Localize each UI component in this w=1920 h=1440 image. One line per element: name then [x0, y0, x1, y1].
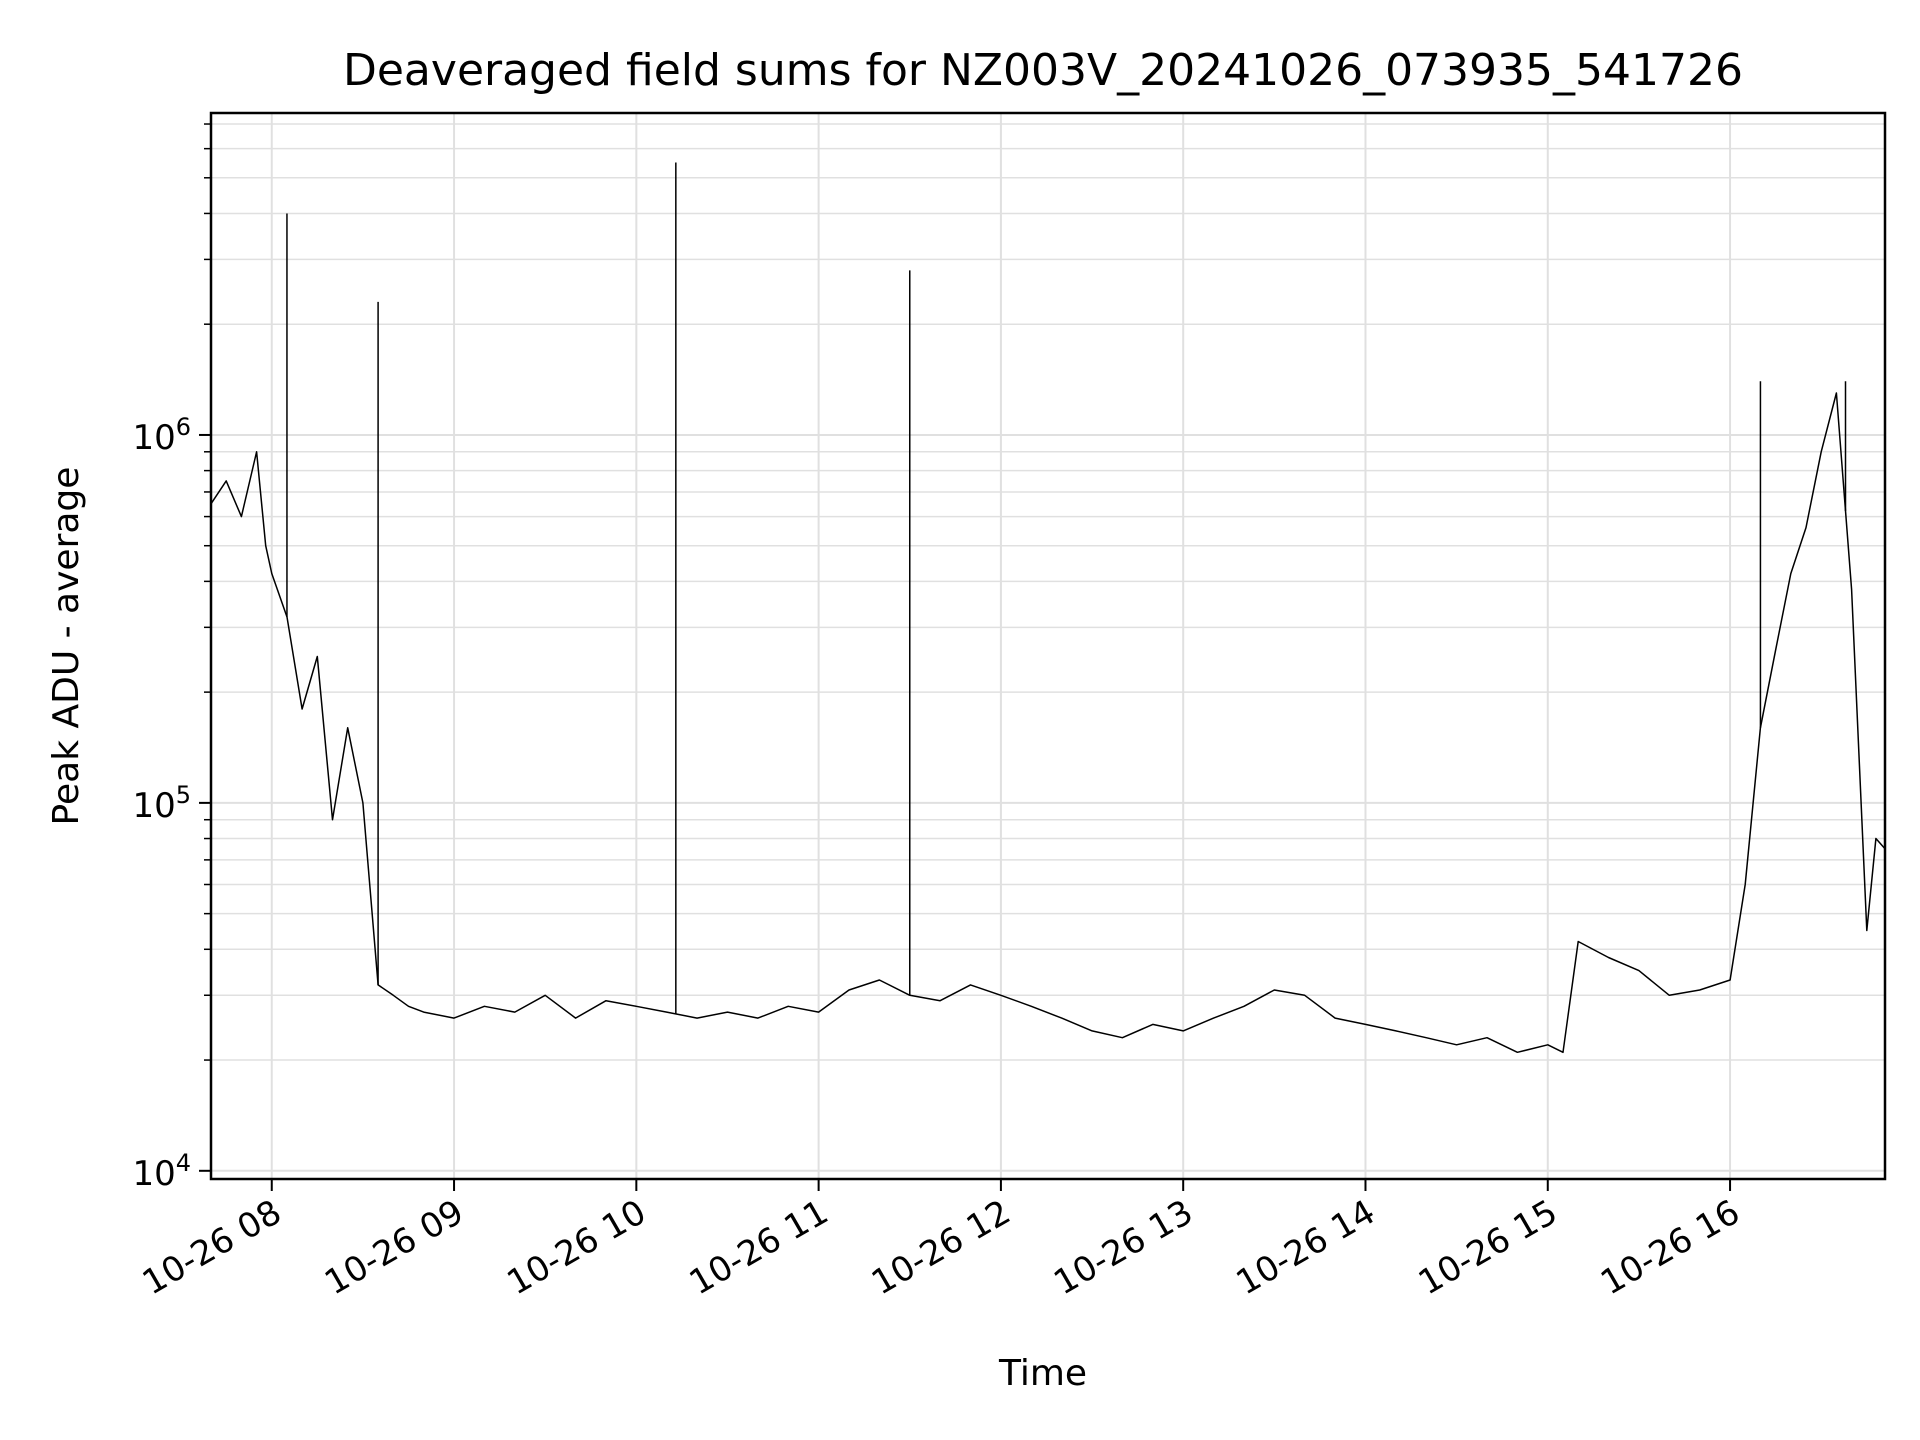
y-tick-label-1: 105 — [132, 781, 191, 826]
grid — [211, 113, 1885, 1179]
x-axis-label: Time — [998, 1353, 1087, 1394]
chart-title: Deaveraged field sums for NZ003V_2024102… — [343, 45, 1743, 96]
series-line — [210, 392, 1886, 1054]
y-axis-label: Peak ADU - average — [46, 467, 87, 826]
y-axis: 104 105 106 — [132, 123, 211, 1194]
y-tick-label-0: 104 — [132, 1149, 191, 1194]
y-tick-label-2: 106 — [132, 413, 191, 458]
plot-frame — [209, 111, 1887, 1181]
series-layer — [210, 162, 1886, 1054]
